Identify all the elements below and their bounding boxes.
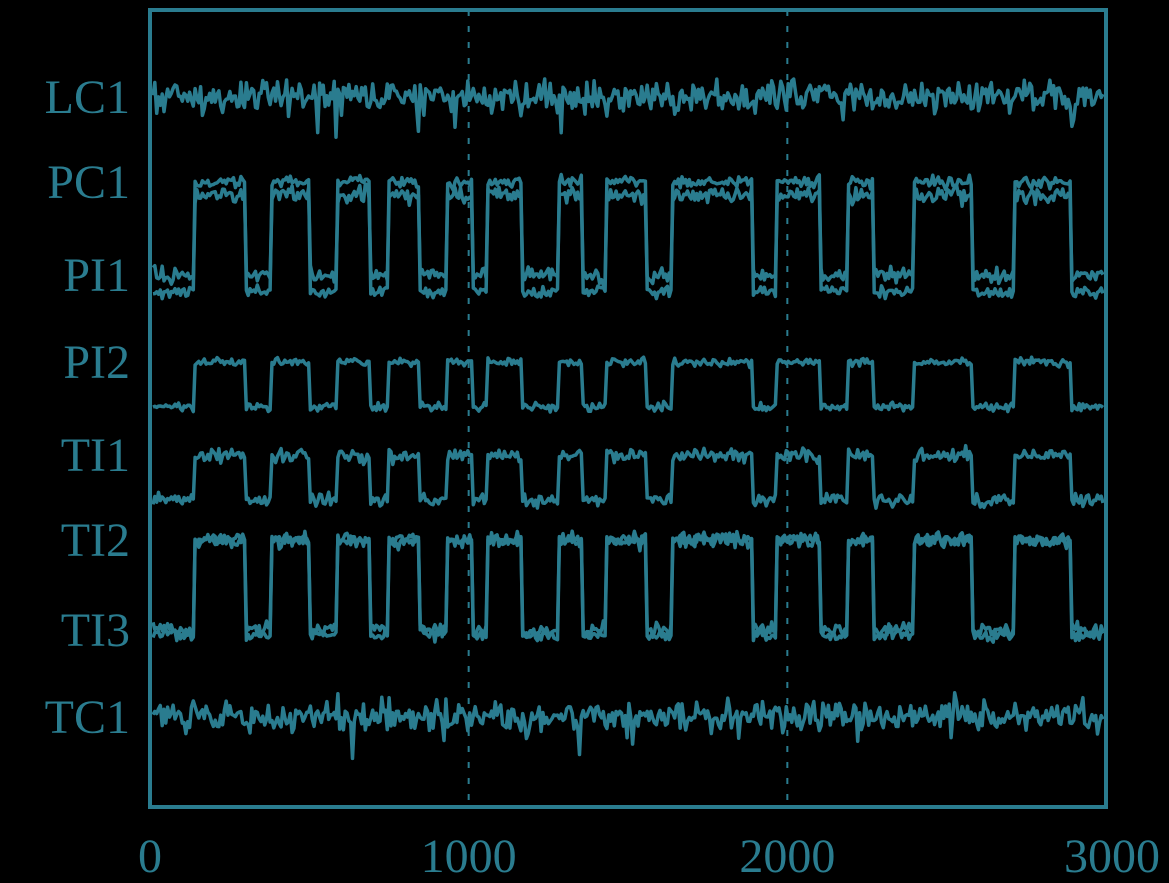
series-label-pi1: PI1: [63, 249, 130, 302]
series-lc1-line: [151, 77, 1105, 139]
series-label-pi2: PI2: [63, 336, 130, 389]
series-pi1-line: [151, 182, 1105, 287]
x-tick-labels: 0 1000 2000 3000: [138, 830, 1160, 883]
x-tick-label-3000: 3000: [1064, 830, 1160, 883]
series-label-ti1: TI1: [61, 429, 130, 482]
series-label-pc1: PC1: [47, 156, 130, 209]
series-pi2-line: [152, 355, 1105, 414]
series-label-lc1: LC1: [45, 71, 130, 124]
series-ti2-line: [151, 530, 1105, 644]
series-pc1-line: [152, 172, 1105, 301]
series-ti3-line: [151, 529, 1105, 641]
series-ti1-line: [151, 443, 1105, 510]
series-label-ti2: TI2: [61, 514, 130, 567]
x-tick-label-1000: 1000: [421, 830, 517, 883]
series-label-tc1: TC1: [45, 691, 130, 744]
plot-frame: [148, 8, 1108, 809]
x-tick-label-2000: 2000: [739, 830, 835, 883]
trace-group: [151, 77, 1105, 761]
grid-lines: [467, 10, 789, 807]
series-tc1-line: [151, 691, 1105, 761]
series-label-ti3: TI3: [61, 604, 130, 657]
x-tick-label-0: 0: [138, 830, 162, 883]
series-labels: LC1 PC1 PI1 PI2 TI1 TI2 TI3 TC1: [45, 71, 130, 744]
